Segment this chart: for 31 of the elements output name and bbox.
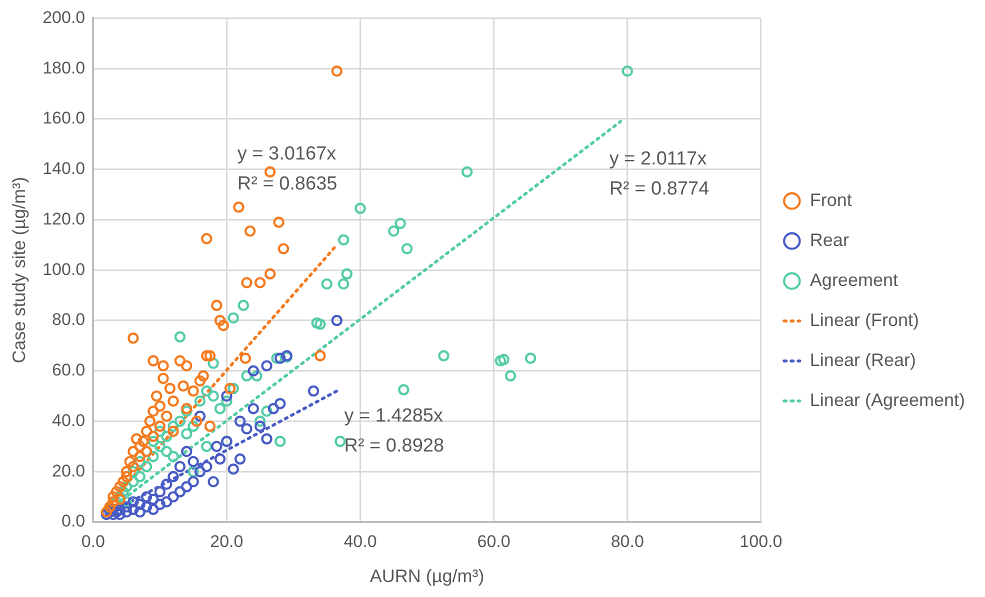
- x-tick-label: 60.0: [477, 532, 510, 551]
- y-tick-label: 20.0: [52, 461, 86, 480]
- y-tick-label: 200.0: [42, 8, 86, 27]
- y-tick-label: 80.0: [52, 310, 86, 330]
- x-tick-label: 80.0: [610, 532, 644, 551]
- y-tick-label: 120.0: [42, 209, 86, 228]
- x-axis-title: AURN (µg/m³): [370, 566, 484, 586]
- y-axis-title: Case study site (µg/m³): [8, 176, 29, 364]
- annotation: R² = 0.8928: [344, 436, 444, 457]
- annotation: R² = 0.8635: [237, 174, 338, 195]
- legend-label: Linear (Front): [810, 310, 919, 330]
- legend-label: Linear (Agreement): [810, 390, 966, 410]
- y-tick-label: 100.0: [42, 260, 86, 279]
- legend-label: Rear: [810, 230, 849, 250]
- annotation: R² = 0.8774: [609, 178, 710, 200]
- y-tick-label: 160.0: [42, 108, 86, 128]
- x-tick-label: 20.0: [210, 532, 244, 551]
- y-tick-label: 180.0: [42, 58, 86, 78]
- y-tick-label: 60.0: [52, 360, 86, 380]
- legend-label: Linear (Rear): [810, 350, 916, 370]
- legend-label: Front: [810, 190, 852, 210]
- legend-label: Agreement: [810, 270, 898, 290]
- annotation: y = 3.0167x: [237, 143, 337, 164]
- x-tick-label: 40.0: [344, 532, 377, 551]
- y-tick-label: 40.0: [52, 410, 86, 430]
- x-tick-label: 100.0: [740, 532, 782, 551]
- y-tick-label: 140.0: [42, 159, 86, 178]
- annotation: y = 1.4285x: [344, 405, 444, 426]
- y-tick-label: 0.0: [62, 512, 86, 531]
- x-tick-label: 0.0: [81, 532, 105, 551]
- annotation: y = 2.0117x: [609, 148, 708, 170]
